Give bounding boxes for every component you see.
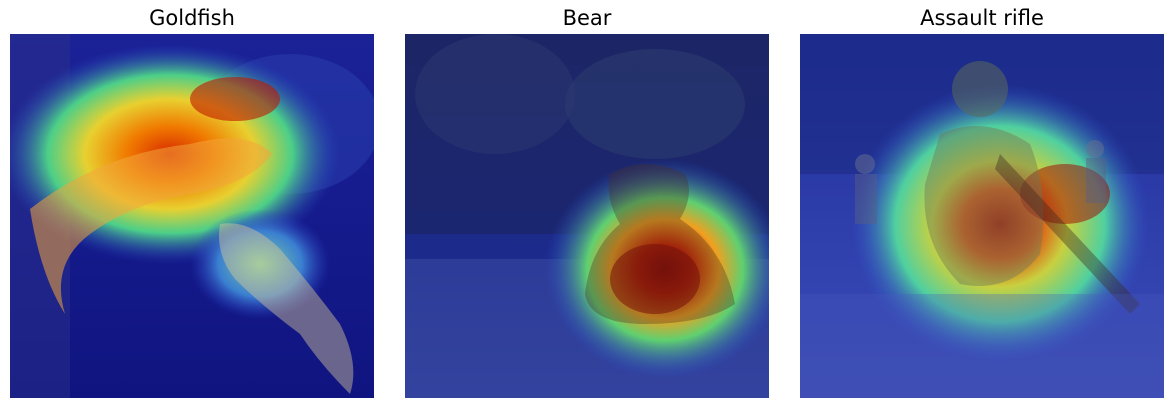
panel-assault-rifle: Assault rifle	[800, 0, 1164, 407]
panel-bear: Bear	[405, 0, 769, 407]
heatmap-image-bear	[405, 34, 769, 398]
panel-title: Goldfish	[149, 6, 235, 30]
panel-goldfish: Goldfish	[10, 0, 374, 407]
panel-title: Bear	[562, 6, 612, 30]
panel-title: Assault rifle	[920, 6, 1044, 30]
heatmap-image-goldfish	[10, 34, 374, 398]
heatmap-image-assault-rifle	[800, 34, 1164, 398]
